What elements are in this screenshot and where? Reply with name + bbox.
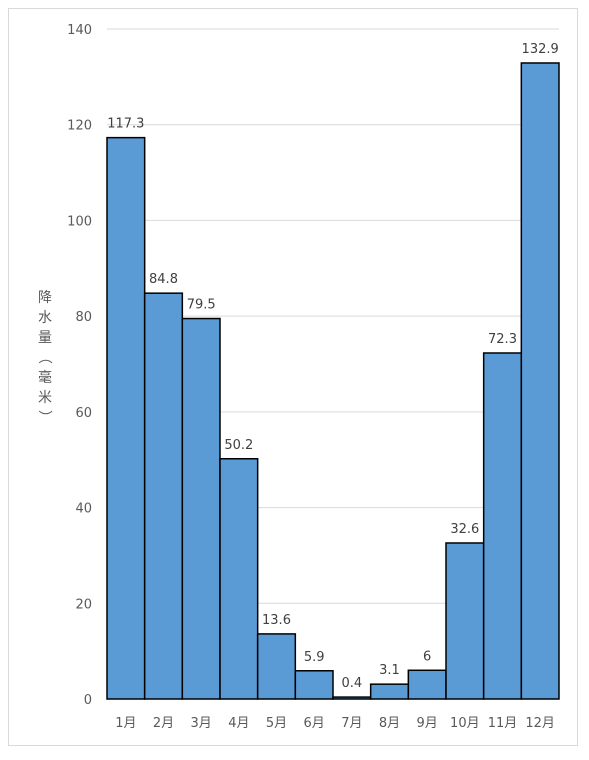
data-label: 79.5: [187, 298, 216, 313]
x-tick-label: 8月: [379, 716, 400, 731]
x-tick-label: 9月: [417, 716, 438, 731]
bar-12: [520, 62, 560, 700]
x-tick-label: 12月: [525, 716, 555, 731]
bar-4: [219, 458, 259, 700]
data-labels: 117.3 84.8 79.5 50.2 13.6 5.9 0.4 3.1 6 32.6 72.3 1…: [107, 42, 559, 691]
x-tick-label: 5月: [266, 716, 287, 731]
bars: [106, 62, 560, 700]
x-tick-label: 3月: [191, 716, 212, 731]
data-label: 32.6: [450, 522, 479, 537]
x-tick-label: 11月: [488, 716, 518, 731]
bar-7: [332, 696, 372, 700]
bar-5: [256, 633, 297, 700]
x-tick-label: 2月: [153, 716, 174, 731]
data-label: 117.3: [107, 117, 144, 132]
y-axis-title-char: 量: [38, 330, 52, 346]
data-label: 13.6: [262, 613, 291, 628]
y-axis-title-char: 毫: [38, 369, 52, 386]
bar-6: [294, 670, 334, 700]
bar-11: [482, 352, 523, 700]
data-label: 6: [423, 649, 431, 664]
bar-1: [106, 136, 146, 700]
y-tick-label: 80: [75, 310, 92, 325]
x-axis-ticks: 1月 2月 3月 4月 5月 6月 7月 8月 9月 10月 11月 12月: [115, 716, 555, 731]
data-label: 84.8: [149, 272, 178, 287]
bar-8: [369, 683, 410, 700]
y-tick-label: 20: [75, 597, 92, 612]
y-tick-label: 60: [75, 406, 92, 421]
y-tick-label: 100: [67, 214, 92, 229]
data-label: 50.2: [224, 438, 253, 453]
x-tick-label: 1月: [115, 716, 136, 731]
y-axis-title-char: 降: [38, 290, 52, 306]
y-axis-title: 降水量 （ 毫米 ）: [36, 290, 52, 424]
x-tick-label: 4月: [228, 716, 249, 731]
data-label: 132.9: [522, 42, 559, 57]
y-tick-label: 140: [67, 23, 92, 38]
x-tick-label: 10月: [450, 716, 480, 731]
y-tick-label: 40: [75, 502, 92, 517]
bar-10: [445, 542, 485, 700]
bar-2: [143, 292, 184, 700]
y-axis-title-char: ）: [36, 410, 52, 424]
y-axis-title-char: 米: [38, 390, 52, 406]
y-axis-title-char: 水: [38, 310, 52, 326]
data-label: 3.1: [379, 663, 400, 678]
y-axis-ticks: 0 20 40 60 80 100 120 140: [67, 23, 92, 708]
x-tick-label: 7月: [341, 716, 362, 731]
data-label: 5.9: [304, 650, 325, 665]
bar-9: [407, 669, 447, 700]
bar-3: [181, 317, 221, 700]
x-tick-label: 6月: [304, 716, 325, 731]
y-tick-label: 0: [84, 693, 92, 708]
data-label: 72.3: [488, 332, 517, 347]
y-axis-title-char: （: [36, 350, 52, 364]
data-label: 0.4: [341, 676, 362, 691]
y-tick-label: 120: [67, 119, 92, 134]
